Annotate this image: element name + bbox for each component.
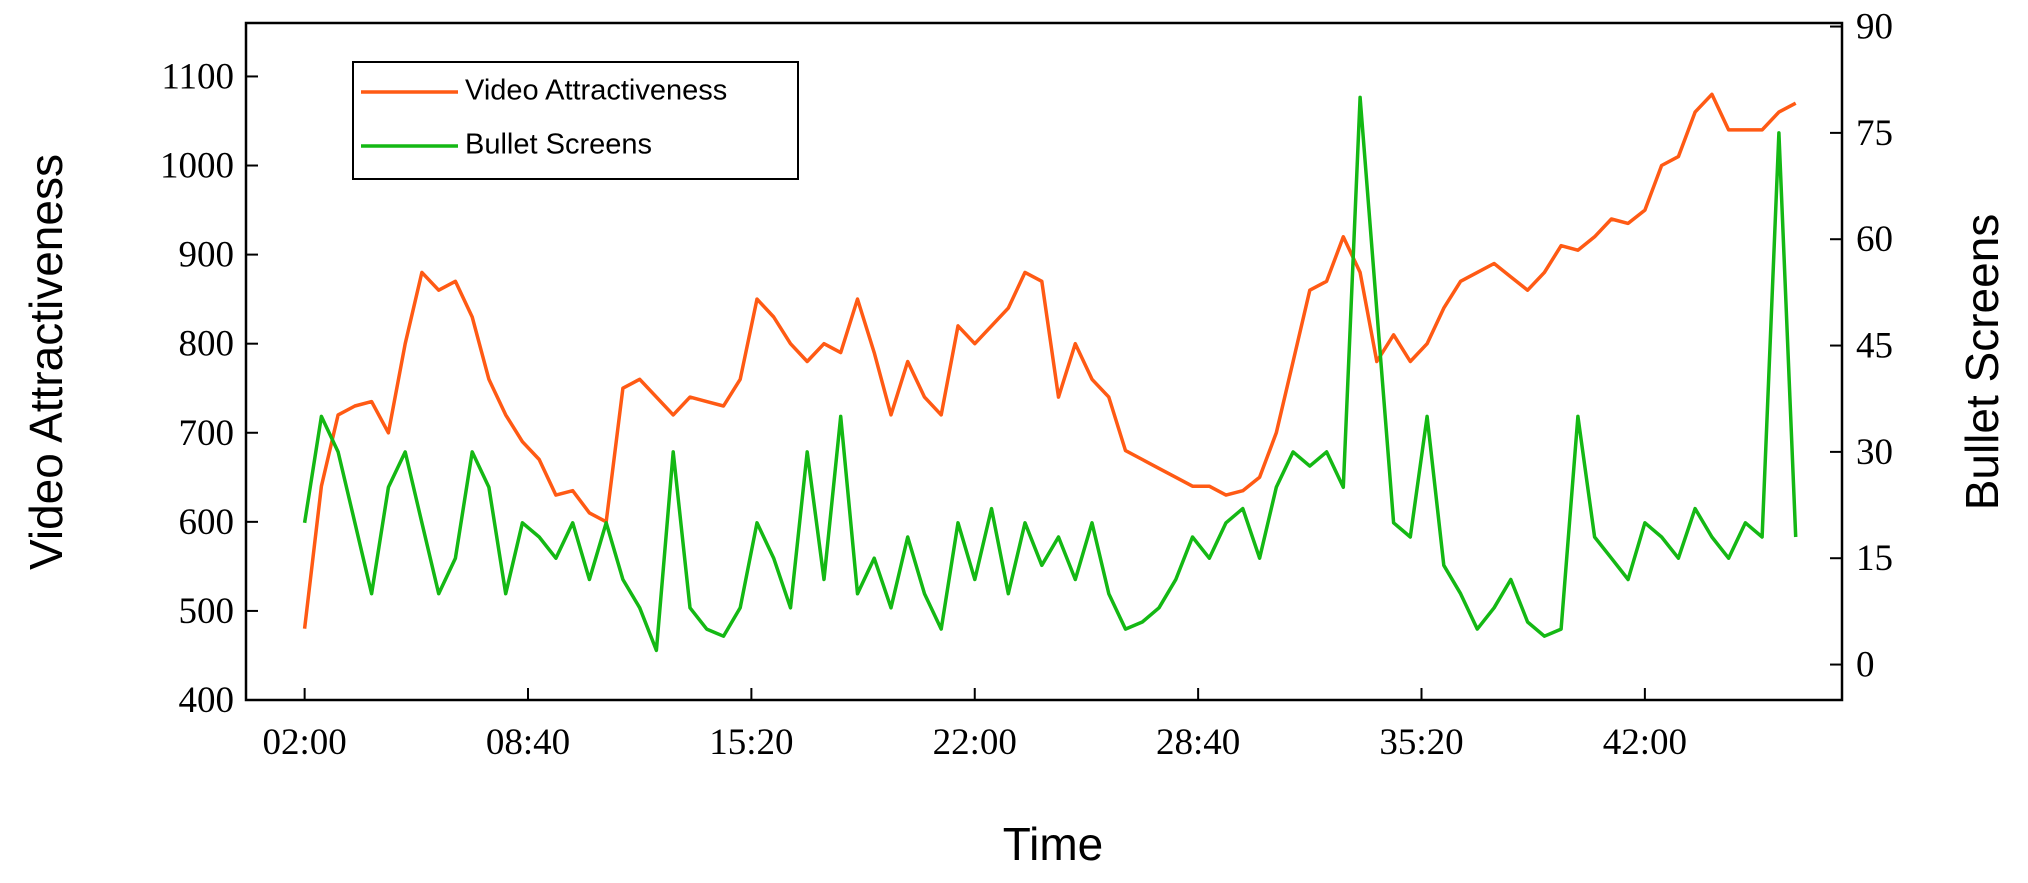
x-tick-label: 08:40 [486, 722, 570, 763]
y-tick-label: 500 [179, 591, 235, 632]
legend-label: Video Attractiveness [465, 75, 727, 107]
legend-box [352, 61, 799, 180]
series-line [302, 95, 1798, 653]
y2-tick-label: 15 [1856, 538, 1893, 579]
x-tick-label: 22:00 [933, 722, 1017, 763]
y2-tick-label: 75 [1856, 113, 1893, 154]
y-tick-label: 600 [179, 502, 235, 543]
legend-label: Bullet Screens [465, 129, 652, 161]
x-axis-title: Time [1003, 818, 1104, 870]
y2-tick-label: 60 [1856, 219, 1893, 260]
x-tick-label: 15:20 [709, 722, 793, 763]
plot-frame [244, 21, 1844, 702]
y-tick-label: 900 [179, 235, 235, 276]
x-tick-label: 28:40 [1156, 722, 1240, 763]
y-tick-label: 800 [179, 324, 235, 365]
y-tick-label: 1100 [161, 56, 234, 97]
y2-tick-label: 0 [1856, 645, 1875, 686]
series-line [302, 92, 1797, 629]
y2-tick-label: 30 [1856, 432, 1893, 473]
y-tick-label: 700 [179, 413, 235, 454]
y-axis-title: Video Attractiveness [20, 154, 72, 570]
y2-tick-label: 45 [1856, 326, 1893, 367]
x-tick-label: 02:00 [262, 722, 346, 763]
y-tick-label: 1000 [160, 146, 234, 187]
y-tick-label: 400 [179, 680, 235, 721]
y2-axis-title: Bullet Screens [1956, 214, 2008, 511]
x-tick-label: 42:00 [1603, 722, 1687, 763]
y2-tick-label: 90 [1856, 7, 1893, 48]
x-tick-label: 35:20 [1379, 722, 1463, 763]
